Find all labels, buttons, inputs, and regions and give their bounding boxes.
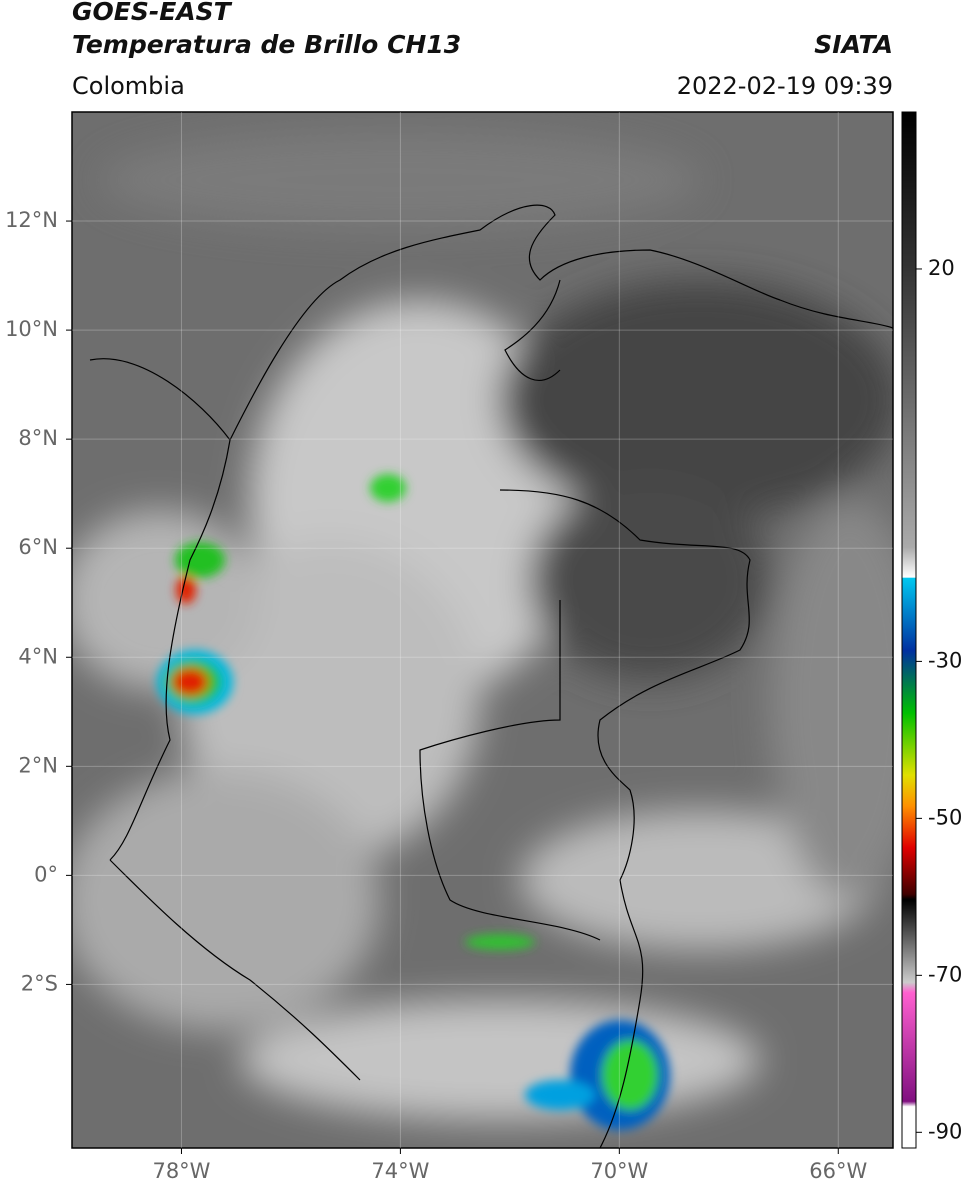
y-tick-label: 12°N [5,208,58,232]
satellite-image [72,112,893,1148]
colorbar-label: -50 [928,805,962,829]
y-tick-label: 8°N [18,426,58,450]
borders [89,204,893,1148]
storm-cells [157,474,670,1130]
datetime: 2022-02-19 09:39 [677,72,893,100]
colorbar-label: 20 [928,256,955,280]
satellite-title: GOES-EAST [72,0,233,26]
y-tick-label: 0° [34,862,58,886]
source: SIATA [814,30,893,59]
y-tick-label: 2°N [18,753,58,777]
colorbar-label: -70 [928,962,962,986]
colorbar-label: -90 [928,1119,962,1143]
x-tick-label: 74°W [371,1159,429,1183]
x-tick-label: 78°W [152,1159,210,1183]
colorbar [901,111,917,1149]
region: Colombia [72,72,185,100]
x-tick-label: 70°W [590,1159,648,1183]
map-frame [71,111,894,1149]
y-tick-label: 4°N [18,644,58,668]
y-tick-label: 10°N [5,317,58,341]
x-tick-label: 66°W [809,1159,867,1183]
product-title: Temperatura de Brillo CH13 [72,30,461,59]
y-tick-label: 2°S [21,971,58,995]
colorbar-label: -30 [928,648,962,672]
y-tick-label: 6°N [18,535,58,559]
